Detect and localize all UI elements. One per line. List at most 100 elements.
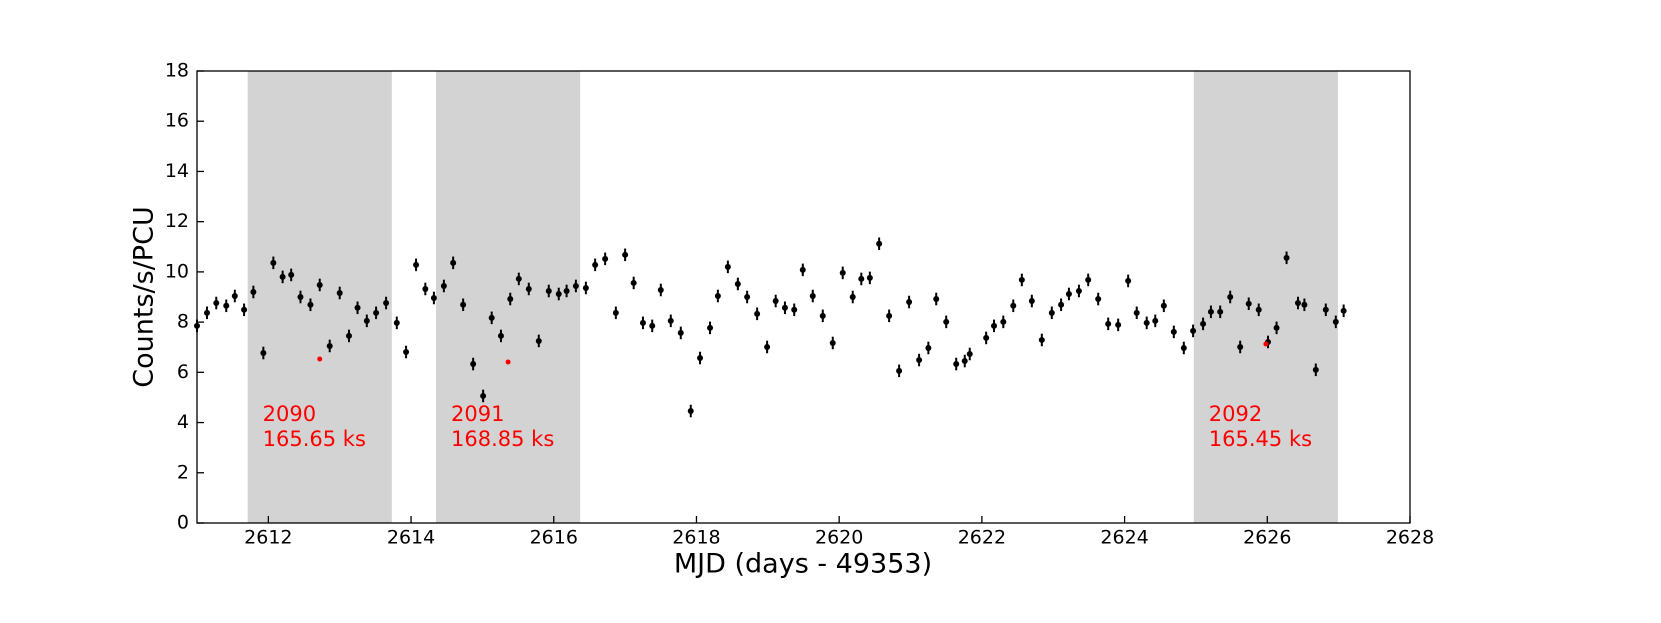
data-point <box>906 299 913 306</box>
data-point <box>772 298 779 305</box>
data-point <box>866 274 873 281</box>
data-point <box>525 285 532 292</box>
data-point <box>724 263 731 270</box>
x-tick-label: 2614 <box>387 527 435 549</box>
data-point <box>991 322 998 329</box>
x-tick-label: 2622 <box>958 527 1006 549</box>
data-point <box>639 319 646 326</box>
y-tick-label: 14 <box>165 160 189 182</box>
data-point <box>714 292 721 299</box>
data-point <box>505 359 511 365</box>
data-point <box>707 324 714 331</box>
data-point <box>858 275 865 282</box>
x-tick-label: 2618 <box>672 527 720 549</box>
x-tick-label: 2620 <box>815 527 863 549</box>
data-point <box>791 306 798 313</box>
data-point <box>1105 320 1112 327</box>
data-point <box>1065 290 1072 297</box>
data-point <box>393 319 400 326</box>
data-point <box>354 304 361 311</box>
data-point <box>213 300 220 307</box>
data-point <box>1273 324 1280 331</box>
data-point <box>876 240 883 247</box>
data-point <box>1133 309 1140 316</box>
data-point <box>1085 276 1092 283</box>
data-point <box>422 285 429 292</box>
data-point <box>203 309 210 316</box>
data-point <box>1000 318 1007 325</box>
data-point <box>1160 302 1167 309</box>
x-tick-label: 2628 <box>1386 527 1434 549</box>
data-point <box>781 304 788 311</box>
x-tick-label: 2616 <box>530 527 578 549</box>
data-point <box>925 344 932 351</box>
data-point <box>1170 328 1177 335</box>
data-point <box>1075 287 1082 294</box>
data-point <box>1038 336 1045 343</box>
data-point <box>480 392 487 399</box>
data-point <box>572 282 579 289</box>
data-point <box>622 251 629 258</box>
data-point <box>1245 300 1252 307</box>
data-point <box>507 296 514 303</box>
data-point <box>886 312 893 319</box>
data-point <box>194 322 200 329</box>
data-point <box>1028 298 1035 305</box>
data-point <box>317 356 323 362</box>
data-point <box>1263 341 1269 347</box>
data-point <box>1340 307 1347 314</box>
data-point <box>555 290 562 297</box>
data-point <box>231 292 238 299</box>
x-tick-label: 2612 <box>244 527 292 549</box>
data-point <box>345 332 352 339</box>
data-point <box>799 266 806 273</box>
data-point <box>966 351 973 358</box>
data-point <box>1332 318 1339 325</box>
data-point <box>819 312 826 319</box>
data-point <box>764 343 771 350</box>
data-point <box>1095 296 1102 303</box>
data-point <box>383 300 390 307</box>
data-point <box>1018 276 1025 283</box>
data-point <box>413 261 420 268</box>
data-point <box>488 314 495 321</box>
y-tick-label: 18 <box>165 60 189 82</box>
data-point <box>288 271 295 278</box>
data-point <box>279 273 286 280</box>
x-axis-label: MJD (days - 49353) <box>674 549 932 580</box>
data-point <box>440 282 447 289</box>
x-tick-label: 2626 <box>1243 527 1291 549</box>
data-point <box>1180 344 1187 351</box>
data-point <box>563 287 570 294</box>
data-point <box>697 355 704 362</box>
data-point <box>592 261 599 268</box>
data-point <box>630 279 637 286</box>
data-point <box>316 281 323 288</box>
data-point <box>933 296 940 303</box>
data-point <box>612 309 619 316</box>
region-label: 168.85 ks <box>451 427 554 451</box>
data-point <box>250 288 257 295</box>
data-point <box>754 310 761 317</box>
data-point <box>1190 327 1197 334</box>
data-point <box>687 408 694 415</box>
data-point <box>450 259 457 266</box>
data-point <box>1255 306 1262 313</box>
data-point <box>326 342 333 349</box>
data-point <box>1294 300 1301 307</box>
data-point <box>602 255 609 262</box>
data-point <box>497 332 504 339</box>
data-point <box>1283 254 1290 261</box>
y-axis-label: Counts/s/PCU <box>129 206 160 387</box>
data-point <box>1301 301 1308 308</box>
data-point <box>1010 302 1017 309</box>
data-point <box>896 367 903 374</box>
data-point <box>667 317 674 324</box>
data-point <box>535 337 542 344</box>
data-point <box>1207 308 1214 315</box>
data-point <box>943 318 950 325</box>
data-point <box>270 259 277 266</box>
y-tick-label: 12 <box>165 210 189 232</box>
data-point <box>961 358 968 365</box>
data-point <box>545 287 552 294</box>
